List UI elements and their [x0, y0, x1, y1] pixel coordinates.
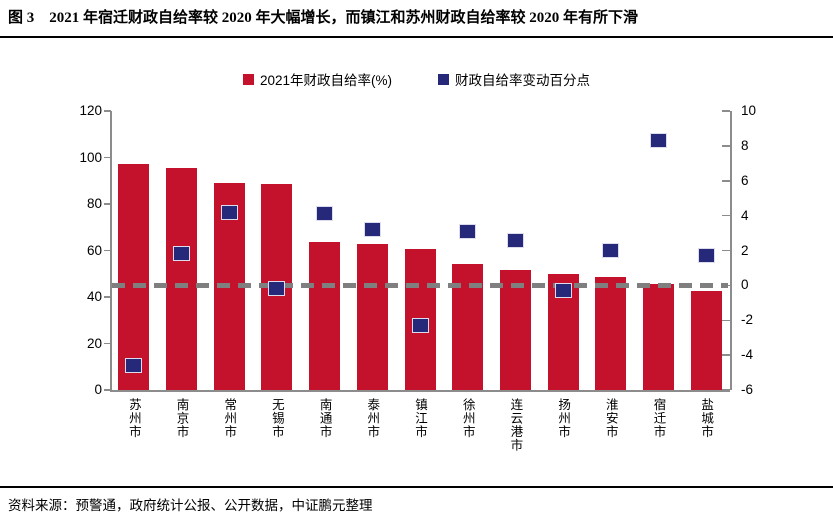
bar-series-label: 2021年财政自给率(%)	[259, 73, 393, 88]
change-marker	[268, 281, 286, 297]
change-marker	[602, 243, 620, 258]
right-axis-tick-label: 8	[741, 137, 749, 153]
right-axis-tick-label: 4	[741, 207, 749, 223]
change-marker	[220, 204, 238, 220]
left-axis-tick-label: 0	[94, 382, 102, 397]
left-axis-tick	[104, 156, 111, 159]
change-marker	[173, 246, 191, 262]
x-axis-label: 扬州市	[556, 398, 571, 439]
change-marker	[554, 283, 572, 299]
right-axis-tick	[722, 354, 730, 356]
figure-title: 图 3 2021 年宿迁财政自给率较 2020 年大幅增长，而镇江和苏州财政自给…	[8, 10, 639, 26]
x-axis-label: 无锡市	[269, 398, 284, 439]
legend-item-bar-series: 2021年财政自给率(%)	[242, 69, 393, 89]
x-axis-label: 连云港市	[508, 398, 523, 452]
left-axis-tick-label: 60	[86, 242, 102, 258]
change-marker	[363, 222, 381, 238]
x-axis-label: 苏州市	[126, 398, 141, 439]
left-axis-tick	[104, 389, 111, 391]
right-axis-line	[730, 111, 732, 390]
footer-divider	[0, 486, 833, 488]
change-marker	[316, 206, 334, 222]
bar	[642, 284, 674, 390]
right-axis-tick-label: 10	[741, 103, 757, 118]
bar	[690, 291, 722, 390]
change-marker	[125, 358, 143, 374]
left-axis-tick-label: 120	[79, 103, 102, 118]
x-axis-label: 镇江市	[413, 398, 427, 439]
left-axis-tick-label: 20	[86, 335, 102, 351]
change-marker	[459, 223, 477, 239]
bar	[356, 243, 388, 390]
left-axis-tick	[104, 249, 111, 252]
legend-item-marker-series: 财政自给率变动百分点	[438, 69, 590, 89]
x-axis-label: 泰州市	[365, 398, 380, 439]
right-axis-tick-label: -4	[741, 347, 754, 363]
right-axis-tick-label: -6	[741, 382, 754, 397]
left-axis-tick	[104, 296, 111, 298]
right-axis-tick	[722, 214, 730, 217]
left-axis-tick-label: 80	[86, 196, 102, 211]
bar	[595, 277, 627, 390]
right-axis-tick	[722, 319, 730, 321]
bar	[118, 164, 150, 390]
change-marker	[411, 317, 429, 333]
right-axis-tick-label: -2	[741, 312, 754, 328]
left-axis-tick	[104, 342, 111, 345]
right-axis-tick-label: 6	[741, 172, 749, 188]
bar-series-swatch	[242, 73, 254, 85]
left-axis-tick	[104, 203, 111, 205]
right-axis-tick	[722, 145, 730, 147]
left-axis-tick-label: 40	[86, 289, 102, 304]
title-divider	[0, 36, 833, 38]
left-axis-tick	[104, 110, 111, 112]
bar	[166, 167, 198, 390]
bottom-axis-line	[110, 390, 730, 392]
marker-series-label: 财政自给率变动百分点	[455, 73, 591, 88]
right-axis-tick-label: 2	[741, 242, 749, 258]
bar	[309, 242, 341, 390]
x-axis-label: 南京市	[174, 398, 189, 439]
zero-dashed-line	[112, 282, 728, 288]
right-axis-tick	[722, 249, 730, 252]
source-note: 资料来源：预警通，政府统计公报、公开数据，中证鹏元整理	[8, 498, 373, 513]
marker-series-swatch	[438, 73, 450, 85]
left-axis-tick-label: 100	[79, 149, 102, 165]
bar	[499, 270, 531, 390]
x-axis-label: 宿迁市	[651, 398, 666, 439]
x-axis-label: 淮安市	[603, 398, 618, 439]
x-axis-label: 徐州市	[460, 398, 475, 439]
right-axis-tick	[722, 389, 730, 391]
x-axis-label: 南通市	[317, 398, 332, 439]
change-marker	[506, 232, 524, 248]
change-marker	[697, 248, 715, 264]
right-axis-tick	[722, 180, 730, 182]
change-marker	[649, 133, 667, 149]
x-axis-label: 盐城市	[699, 398, 714, 439]
right-axis-tick	[722, 110, 730, 112]
x-axis-label: 常州市	[222, 398, 237, 439]
right-axis-tick-label: 0	[741, 277, 749, 293]
chart-legend: 2021年财政自给率(%) 财政自给率变动百分点	[0, 69, 833, 89]
